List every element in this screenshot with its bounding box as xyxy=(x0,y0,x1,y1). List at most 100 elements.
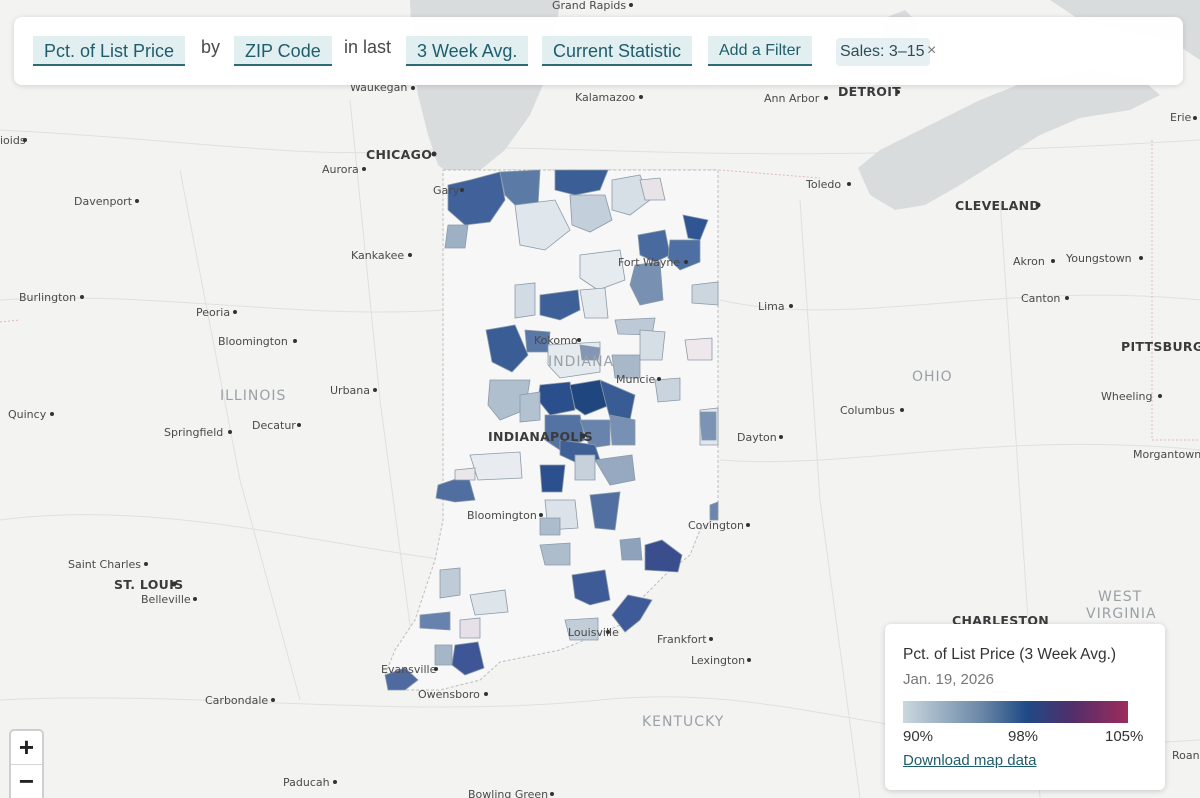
city-marker xyxy=(362,167,366,171)
city-marker xyxy=(484,692,488,696)
city-marker xyxy=(550,792,554,796)
add-filter-button[interactable]: Add a Filter xyxy=(708,36,812,66)
zip-region[interactable] xyxy=(699,411,717,441)
city-label: Aurora xyxy=(322,163,359,176)
state-label-west: WEST xyxy=(1098,589,1142,605)
city-marker xyxy=(50,412,54,416)
metric-selector[interactable]: Pct. of List Price xyxy=(33,36,186,66)
city-marker xyxy=(333,780,337,784)
zip-region[interactable] xyxy=(611,354,641,379)
zip-region[interactable] xyxy=(447,171,506,226)
city-marker xyxy=(657,377,661,381)
city-marker xyxy=(408,253,412,257)
state-label-virginia: VIRGINIA xyxy=(1086,606,1157,622)
zip-region[interactable] xyxy=(539,464,566,493)
zip-region[interactable] xyxy=(644,539,683,573)
city-label: Grand Rapids xyxy=(552,0,626,12)
city-label: PITTSBURGH xyxy=(1121,339,1200,354)
zip-region[interactable] xyxy=(539,289,581,321)
zip-region[interactable] xyxy=(454,467,476,481)
zip-region[interactable] xyxy=(451,641,485,676)
sales-filter-chip[interactable]: Sales: 3–15 xyxy=(836,38,930,66)
city-marker xyxy=(80,295,84,299)
zip-region[interactable] xyxy=(684,337,713,361)
zip-region[interactable] xyxy=(539,542,571,566)
zip-region[interactable] xyxy=(384,667,419,691)
city-label: Davenport xyxy=(74,195,133,208)
zip-region[interactable] xyxy=(611,174,651,216)
legend-color-scale xyxy=(903,701,1128,723)
city-marker xyxy=(847,182,851,186)
zip-region[interactable] xyxy=(469,589,509,616)
zip-region[interactable] xyxy=(569,379,611,416)
zip-region[interactable] xyxy=(444,224,469,249)
zip-region[interactable] xyxy=(419,611,451,631)
city-label: Frankfort xyxy=(657,633,707,646)
city-marker xyxy=(629,3,633,7)
zip-region[interactable] xyxy=(611,594,653,633)
city-label: INDIANAPOLIS xyxy=(488,429,593,444)
city-marker xyxy=(144,562,148,566)
zip-region[interactable] xyxy=(579,419,611,449)
city-label: Louisville xyxy=(568,626,619,639)
zip-region[interactable] xyxy=(667,239,701,271)
city-label: Morgantown xyxy=(1133,448,1200,461)
zip-region[interactable] xyxy=(574,454,596,481)
close-icon[interactable]: × xyxy=(927,42,937,59)
city-label: Canton xyxy=(1021,292,1060,305)
zip-region[interactable] xyxy=(654,377,681,403)
city-label: Carbondale xyxy=(205,694,268,707)
zip-region[interactable] xyxy=(564,617,599,641)
state-label-indiana: INDIANA xyxy=(548,354,614,370)
city-marker xyxy=(746,523,750,527)
zip-regions[interactable] xyxy=(384,169,719,691)
city-marker xyxy=(577,338,581,342)
zip-region[interactable] xyxy=(469,451,523,481)
city-marker xyxy=(431,151,437,157)
zip-region[interactable] xyxy=(589,491,621,531)
zip-region[interactable] xyxy=(619,537,643,561)
city-label: CLEVELAND xyxy=(955,198,1040,213)
zip-region[interactable] xyxy=(579,249,626,291)
city-label: Decatur xyxy=(252,419,296,432)
zip-region[interactable] xyxy=(487,379,531,421)
city-label: Wheeling xyxy=(1101,390,1152,403)
geography-selector[interactable]: ZIP Code xyxy=(234,36,332,66)
city-marker xyxy=(1051,259,1055,263)
zip-region[interactable] xyxy=(639,177,666,201)
zip-region[interactable] xyxy=(439,567,461,599)
zip-region[interactable] xyxy=(609,414,636,446)
download-map-data-link[interactable]: Download map data xyxy=(903,752,1037,769)
city-marker xyxy=(779,435,783,439)
city-marker xyxy=(824,96,828,100)
lake-erie xyxy=(858,70,1160,210)
zip-region[interactable] xyxy=(709,501,719,521)
zip-region[interactable] xyxy=(514,282,536,319)
zip-region[interactable] xyxy=(539,517,561,536)
zoom-out-button[interactable]: − xyxy=(11,764,42,798)
city-label: Lexington xyxy=(691,654,745,667)
zip-region[interactable] xyxy=(637,229,671,263)
statistic-selector[interactable]: Current Statistic xyxy=(542,36,693,66)
zip-region[interactable] xyxy=(639,329,666,361)
zip-region[interactable] xyxy=(514,199,571,251)
zip-region[interactable] xyxy=(579,344,601,361)
zip-region[interactable] xyxy=(554,169,609,196)
zip-region[interactable] xyxy=(569,194,613,233)
city-label: Evansville xyxy=(381,663,437,676)
zip-region[interactable] xyxy=(459,617,481,639)
zip-region[interactable] xyxy=(579,287,609,319)
zip-region[interactable] xyxy=(519,391,541,423)
zip-region[interactable] xyxy=(691,281,719,306)
zip-region[interactable] xyxy=(434,644,453,666)
city-label: ioids xyxy=(0,134,26,147)
zoom-controls: + − xyxy=(9,729,44,798)
zip-region[interactable] xyxy=(629,261,664,306)
zip-region[interactable] xyxy=(571,569,611,606)
zoom-in-button[interactable]: + xyxy=(18,732,35,762)
city-marker xyxy=(639,95,643,99)
zip-region[interactable] xyxy=(594,454,636,486)
period-selector[interactable]: 3 Week Avg. xyxy=(406,36,529,66)
zip-region[interactable] xyxy=(485,324,529,373)
